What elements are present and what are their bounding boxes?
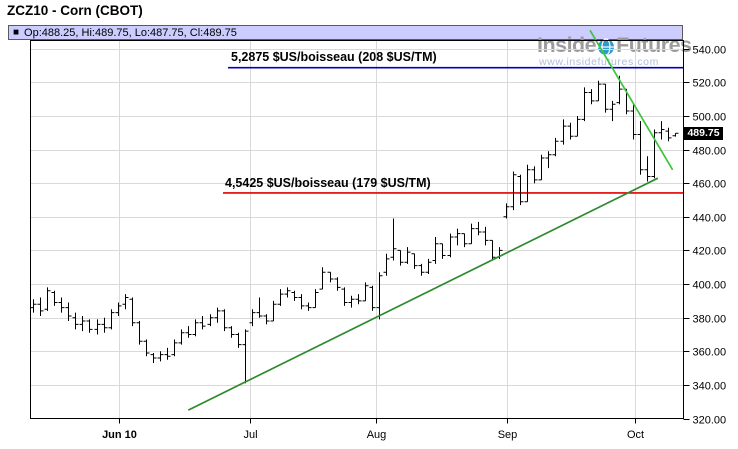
logo-word-inside: Inside bbox=[537, 33, 597, 57]
symbol-title: ZCZ10 - Corn (CBOT) bbox=[7, 3, 143, 18]
y-axis-label: 440.00 bbox=[693, 213, 727, 225]
downtrend-resistance-trendline bbox=[589, 29, 674, 171]
x-axis-label: Sep bbox=[498, 429, 518, 441]
watermark-url: www.insidefutures.com bbox=[539, 56, 659, 68]
quote-bar: ■ Op:488.25, Hi:489.75, Lo:487.75, Cl:48… bbox=[8, 25, 683, 40]
y-axis-label: 360.00 bbox=[693, 347, 727, 359]
uptrend-support-trendline bbox=[187, 177, 659, 411]
x-axis-label: Oct bbox=[627, 429, 644, 441]
y-axis-label: 380.00 bbox=[693, 314, 727, 326]
y-axis-label: 400.00 bbox=[693, 280, 727, 292]
plot-frame bbox=[30, 40, 684, 419]
support-annotation: 4,5425 $US/boisseau (179 $US/TM) bbox=[225, 176, 431, 190]
price-bars bbox=[30, 75, 679, 384]
x-axis-label: Jun 10 bbox=[102, 429, 137, 441]
y-axis-label: 500.00 bbox=[693, 112, 727, 124]
y-axis-label: 420.00 bbox=[693, 246, 727, 258]
quote-marker-icon: ■ bbox=[13, 27, 20, 38]
x-axis-label: Jul bbox=[243, 429, 257, 441]
last-price-tag: 489.75 bbox=[684, 127, 723, 140]
y-axis-label: 340.00 bbox=[693, 381, 727, 393]
y-axis-label: 540.00 bbox=[693, 45, 727, 57]
y-axis-label: 480.00 bbox=[693, 146, 727, 158]
quote-ohlc-text: Op:488.25, Hi:489.75, Lo:487.75, Cl:489.… bbox=[24, 26, 237, 39]
resistance-annotation: 5,2875 $US/boisseau (208 $US/TM) bbox=[231, 50, 437, 64]
y-axis-label: 320.00 bbox=[693, 415, 727, 427]
y-axis-label: 520.00 bbox=[693, 78, 727, 90]
y-axis-label: 460.00 bbox=[693, 179, 727, 191]
logo-word-futures: Futures bbox=[616, 33, 692, 57]
insidefutures-logo: Inside Futures bbox=[537, 33, 692, 58]
x-axis-label: Aug bbox=[367, 429, 387, 441]
